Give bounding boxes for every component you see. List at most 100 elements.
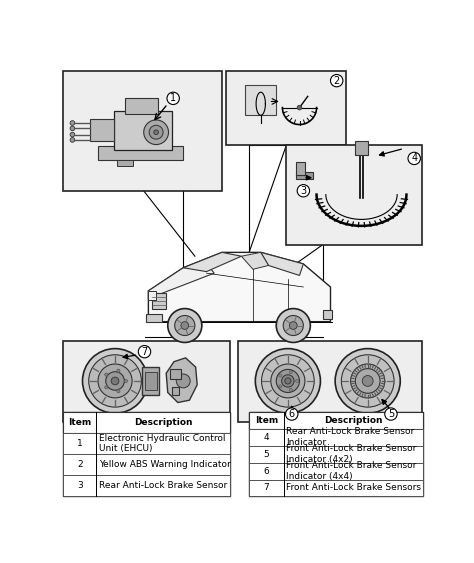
Polygon shape	[148, 264, 214, 298]
Circle shape	[70, 120, 75, 126]
Text: Front Anti-Lock Brake Sensors: Front Anti-Lock Brake Sensors	[286, 484, 421, 493]
Bar	[118, 160, 133, 166]
Text: 3: 3	[77, 481, 82, 490]
Circle shape	[105, 373, 108, 376]
Circle shape	[255, 348, 320, 413]
Bar	[226, 72, 346, 145]
Text: 2: 2	[77, 460, 82, 469]
Circle shape	[105, 386, 108, 389]
Bar	[63, 412, 230, 433]
Circle shape	[70, 132, 75, 137]
Text: Item: Item	[255, 415, 278, 425]
Bar	[113, 111, 172, 150]
Text: 6: 6	[264, 467, 269, 476]
Bar	[145, 372, 157, 390]
Circle shape	[279, 374, 282, 377]
Bar	[237, 341, 422, 422]
Circle shape	[117, 369, 120, 372]
Text: GH1553-A: GH1553-A	[377, 428, 420, 437]
Text: 2: 2	[334, 75, 340, 86]
Polygon shape	[183, 252, 241, 271]
Circle shape	[176, 374, 190, 388]
Polygon shape	[261, 252, 303, 275]
Circle shape	[138, 346, 151, 358]
Circle shape	[181, 321, 189, 329]
Bar	[249, 463, 423, 480]
Polygon shape	[241, 252, 268, 269]
Bar	[63, 72, 222, 191]
Text: Description: Description	[324, 415, 383, 425]
Circle shape	[297, 185, 310, 197]
Text: Electronic Hydraulic Control
Unit (EHCU): Electronic Hydraulic Control Unit (EHCU)	[99, 434, 225, 453]
Text: 1: 1	[170, 93, 176, 104]
Circle shape	[282, 375, 294, 387]
Circle shape	[279, 385, 282, 388]
Polygon shape	[166, 358, 197, 403]
Bar	[63, 412, 230, 497]
Circle shape	[167, 92, 179, 105]
Bar	[323, 310, 332, 319]
Text: Rear Anti-Lock Brake Sensor: Rear Anti-Lock Brake Sensor	[99, 481, 227, 490]
Bar	[245, 84, 276, 115]
Bar	[296, 172, 313, 179]
Circle shape	[290, 321, 297, 329]
Bar	[170, 369, 181, 379]
Bar	[356, 141, 368, 155]
Circle shape	[408, 152, 420, 164]
Bar	[249, 480, 423, 497]
Bar	[249, 412, 423, 428]
Circle shape	[117, 390, 120, 393]
Circle shape	[276, 309, 310, 342]
Circle shape	[351, 364, 385, 398]
Text: Description: Description	[134, 418, 192, 427]
Text: 4: 4	[411, 154, 417, 163]
Circle shape	[89, 355, 141, 407]
Circle shape	[106, 372, 124, 390]
Circle shape	[175, 315, 195, 336]
Circle shape	[283, 315, 303, 336]
Text: 1: 1	[77, 439, 82, 448]
Circle shape	[98, 364, 132, 398]
Text: 7: 7	[264, 484, 269, 493]
Bar	[142, 367, 159, 395]
Circle shape	[70, 126, 75, 131]
Circle shape	[144, 120, 169, 145]
Bar	[286, 145, 422, 245]
Circle shape	[124, 379, 128, 382]
Text: Item: Item	[68, 418, 91, 427]
Circle shape	[385, 408, 397, 420]
Bar	[249, 446, 423, 463]
Bar	[63, 433, 230, 454]
Circle shape	[285, 408, 298, 420]
Text: Front Anti-Lock Brake Sensor
Indicator (4x4): Front Anti-Lock Brake Sensor Indicator (…	[286, 461, 417, 481]
Text: 5: 5	[264, 450, 269, 459]
Circle shape	[262, 355, 314, 407]
Circle shape	[330, 74, 343, 87]
Bar	[148, 291, 156, 300]
Text: 3: 3	[301, 186, 306, 196]
Bar	[249, 428, 423, 446]
Bar	[152, 293, 166, 309]
Text: 4: 4	[264, 432, 269, 441]
Circle shape	[289, 388, 292, 391]
Bar	[90, 119, 113, 141]
Text: 5: 5	[388, 409, 394, 419]
Polygon shape	[148, 252, 330, 321]
Bar	[249, 412, 423, 497]
Text: Yellow ABS Warning Indicator: Yellow ABS Warning Indicator	[99, 460, 230, 469]
Circle shape	[297, 105, 302, 110]
Circle shape	[111, 377, 119, 385]
Circle shape	[154, 130, 158, 135]
Circle shape	[289, 370, 292, 374]
Circle shape	[296, 379, 299, 382]
Circle shape	[356, 369, 380, 394]
Text: 6: 6	[289, 409, 295, 419]
Circle shape	[276, 369, 300, 392]
Bar	[125, 99, 158, 114]
Text: Front Anti-Lock Brake Sensor
Indicator (4x2): Front Anti-Lock Brake Sensor Indicator (…	[286, 444, 417, 464]
Text: Rear Anti-Lock Brake Sensor
Indicator: Rear Anti-Lock Brake Sensor Indicator	[286, 427, 414, 447]
Bar	[63, 475, 230, 497]
Text: 7: 7	[141, 347, 147, 357]
Bar	[146, 314, 162, 321]
Circle shape	[82, 348, 147, 413]
